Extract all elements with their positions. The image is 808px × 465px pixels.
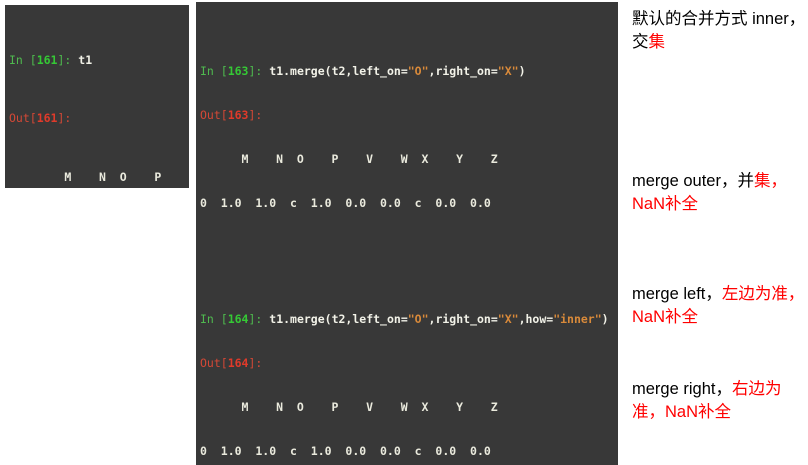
code-string-right-on: "X" [497,312,519,327]
code-prefix: t1.merge(t2,left_on= [269,64,408,79]
annotation-outer-black: merge outer，并 [632,172,754,190]
annotation-left-red: 左边为准，NaN补全 [632,285,805,326]
out-prompt-number: 161 [36,111,58,126]
in-prompt-number: 164 [227,312,249,327]
code-string-left-on: "O" [407,64,429,79]
out-prompt-tail: ]: [57,111,72,126]
out-prompt-label: Out[ [9,111,37,126]
out-prompt-label: Out[ [200,356,228,371]
input-line-163: In [163]: t1.merge(t2,left_on="O",right_… [200,64,615,79]
code-mid: ,right_on= [428,312,498,327]
output-line-164: Out[164]: [200,356,615,371]
out-prompt-label: Out[ [200,108,228,123]
annotation-left-merge: merge left，左边为准，NaN补全 [632,283,808,329]
annotation-left-black: merge left， [632,285,722,303]
dataframe-data-row: 0 1.0 1.0 c 1.0 0.0 0.0 c 0.0 0.0 [200,195,491,210]
code-mid: ,right_on= [428,64,498,79]
out-prompt-number: 163 [227,108,249,123]
dataframe-header-row: M N O P V W X Y Z [200,151,498,166]
input-line-164: In [164]: t1.merge(t2,left_on="O",right_… [200,312,615,327]
input-line-161: In [161]: t1 [9,53,186,68]
out-prompt-tail: ]: [248,356,263,371]
annotation-inner-red: 集 [648,33,666,51]
annotation-right-red: 右边为准，NaN补全 [632,380,782,421]
annotation-outer-merge: merge outer，并集，NaN补全 [632,170,808,216]
blank-line [200,240,615,255]
in-prompt-label: In [ [9,52,37,67]
code-string-left-on: "O" [407,312,429,327]
annotation-right-merge: merge right，右边为准，NaN补全 [632,378,808,424]
ipython-right-panel[interactable]: In [163]: t1.merge(t2,left_on="O",right_… [196,2,618,465]
in-prompt-tail: ]: [57,52,79,67]
out-prompt-number: 164 [227,356,249,371]
code-text-161: t1 [78,52,93,67]
in-prompt-number: 161 [36,52,58,67]
in-prompt-label: In [ [200,312,228,327]
annotation-right-black: merge right， [632,380,732,398]
annotation-outer-red: 集，NaN补全 [632,172,787,213]
ipython-left-panel[interactable]: In [161]: t1 Out[161]: M N O P A 1.0 1.0… [5,5,189,188]
out-prompt-tail: ]: [248,108,263,123]
output-line-163: Out[163]: [200,108,615,123]
annotation-inner-black: 默认的合并方式 inner，交 [632,10,806,51]
dataframe-header-row: M N O P V W X Y Z [200,400,498,415]
dataframe-data-row: 0 1.0 1.0 c 1.0 0.0 0.0 c 0.0 0.0 [200,443,491,458]
dataframe-header-row: M N O P [9,169,162,184]
in-prompt-tail: ]: [248,64,270,79]
code-string-how: "inner" [553,312,602,327]
output-line-161: Out[161]: [9,111,186,126]
code-suffix: ) [601,312,609,327]
annotation-inner-merge: 默认的合并方式 inner，交集 [632,8,808,54]
code-string-right-on: "X" [497,64,519,79]
code-suffix: ) [518,64,526,79]
code-prefix: t1.merge(t2,left_on= [269,312,408,327]
in-prompt-number: 163 [227,64,249,79]
code-mid2: ,how= [518,312,554,327]
in-prompt-label: In [ [200,64,228,79]
in-prompt-tail: ]: [248,312,270,327]
